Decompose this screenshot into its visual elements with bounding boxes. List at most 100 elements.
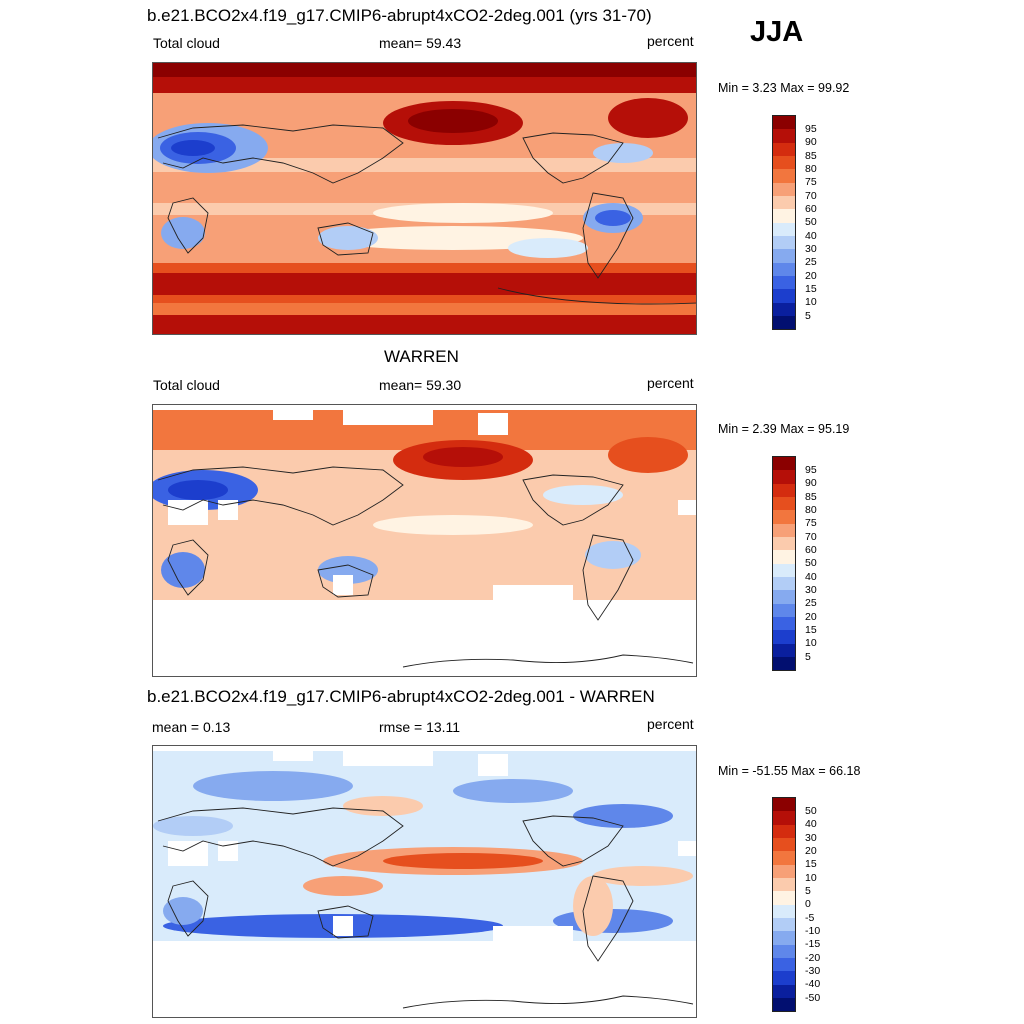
colorbar-tick-label: 40 [805, 230, 817, 242]
colorbar-block [773, 116, 795, 130]
colorbar-block [773, 864, 795, 878]
panel-3-colorbar [772, 797, 796, 1013]
panel-3-map [152, 745, 697, 1018]
colorbar-block [773, 877, 795, 892]
colorbar-tick-label: 60 [805, 544, 817, 556]
colorbar-block [773, 997, 795, 1012]
colorbar-tick-label: 15 [805, 283, 817, 295]
colorbar-block [773, 209, 795, 223]
colorbar-tick-label: 75 [805, 517, 817, 529]
colorbar-block [773, 510, 795, 524]
panel-1-map [152, 62, 697, 335]
colorbar-block [773, 656, 795, 671]
colorbar-tick-label: 80 [805, 504, 817, 516]
season-label: JJA [750, 16, 804, 48]
colorbar-tick-label: 70 [805, 531, 817, 543]
colorbar-block [773, 798, 795, 812]
colorbar-tick-label: 80 [805, 163, 817, 175]
panel-2-variable-label: Total cloud [153, 377, 220, 393]
panel-1-minmax: Min = 3.23 Max = 99.92 [718, 81, 850, 95]
colorbar-tick-label: 25 [805, 597, 817, 609]
colorbar-tick-label: 40 [805, 571, 817, 583]
panel-3-title: b.e21.BCO2x4.f19_g17.CMIP6-abrupt4xCO2-2… [147, 687, 655, 706]
panel-1-variable-label: Total cloud [153, 35, 220, 51]
colorbar-block [773, 496, 795, 511]
colorbar-tick-label: -40 [805, 978, 821, 990]
colorbar-block [773, 944, 795, 958]
colorbar-block [773, 904, 795, 918]
colorbar-tick-label: 10 [805, 296, 817, 308]
colorbar-tick-label: 50 [805, 805, 817, 817]
colorbar-block [773, 984, 795, 998]
colorbar-block [773, 142, 795, 156]
colorbar-block [773, 616, 795, 631]
panel-1-mean-label: mean= 59.43 [379, 35, 462, 51]
colorbar-block [773, 315, 795, 330]
colorbar-tick-label: 95 [805, 464, 817, 476]
colorbar-tick-label: 5 [805, 310, 811, 322]
colorbar-tick-label: 10 [805, 872, 817, 884]
colorbar-tick-label: -5 [805, 912, 815, 924]
panel-3-rmse-label: rmse = 13.11 [379, 719, 461, 735]
colorbar-tick-label: -15 [805, 938, 821, 950]
colorbar-block [773, 302, 795, 316]
colorbar-block [773, 483, 795, 497]
colorbar-tick-label: 25 [805, 256, 817, 268]
colorbar-tick-label: -30 [805, 965, 821, 977]
colorbar-block [773, 195, 795, 210]
colorbar-block [773, 811, 795, 825]
panel-1-title: b.e21.BCO2x4.f19_g17.CMIP6-abrupt4xCO2-2… [147, 6, 652, 25]
colorbar-block [773, 523, 795, 537]
colorbar-tick-label: 40 [805, 818, 817, 830]
colorbar-tick-label: -20 [805, 952, 821, 964]
panel-2-title: WARREN [384, 347, 459, 366]
colorbar-block [773, 470, 795, 484]
colorbar-tick-label: 20 [805, 270, 817, 282]
colorbar-block [773, 457, 795, 471]
colorbar-block [773, 630, 795, 644]
colorbar-tick-label: -10 [805, 925, 821, 937]
panel-2-units-label: percent [647, 375, 694, 391]
colorbar-block [773, 249, 795, 263]
colorbar-block [773, 155, 795, 170]
colorbar-tick-label: -50 [805, 992, 821, 1004]
panel-1-colorbar [772, 115, 796, 331]
colorbar-tick-label: 85 [805, 150, 817, 162]
colorbar-tick-label: 20 [805, 611, 817, 623]
colorbar-tick-label: 95 [805, 123, 817, 135]
colorbar-tick-label: 30 [805, 832, 817, 844]
colorbar-tick-label: 0 [805, 898, 811, 910]
colorbar-block [773, 169, 795, 183]
colorbar-tick-label: 30 [805, 243, 817, 255]
colorbar-block [773, 824, 795, 838]
colorbar-block [773, 576, 795, 591]
panel-3-units-label: percent [647, 716, 694, 732]
colorbar-block [773, 275, 795, 290]
colorbar-block [773, 837, 795, 852]
colorbar-block [773, 289, 795, 303]
colorbar-block [773, 971, 795, 985]
colorbar-tick-label: 50 [805, 557, 817, 569]
colorbar-block [773, 235, 795, 250]
colorbar-block [773, 917, 795, 932]
colorbar-block [773, 536, 795, 551]
colorbar-tick-label: 15 [805, 624, 817, 636]
colorbar-tick-label: 5 [805, 885, 811, 897]
colorbar-tick-label: 70 [805, 190, 817, 202]
colorbar-tick-label: 90 [805, 477, 817, 489]
colorbar-tick-label: 75 [805, 176, 817, 188]
colorbar-tick-label: 30 [805, 584, 817, 596]
colorbar-block [773, 931, 795, 945]
colorbar-block [773, 563, 795, 577]
colorbar-block [773, 262, 795, 276]
colorbar-tick-label: 20 [805, 845, 817, 857]
panel-1-units-label: percent [647, 33, 694, 49]
colorbar-tick-label: 90 [805, 136, 817, 148]
colorbar-block [773, 182, 795, 196]
colorbar-tick-label: 10 [805, 637, 817, 649]
colorbar-tick-label: 50 [805, 216, 817, 228]
colorbar-block [773, 891, 795, 905]
colorbar-block [773, 957, 795, 972]
panel-2-colorbar [772, 456, 796, 672]
panel-3-minmax: Min = -51.55 Max = 66.18 [718, 764, 861, 778]
